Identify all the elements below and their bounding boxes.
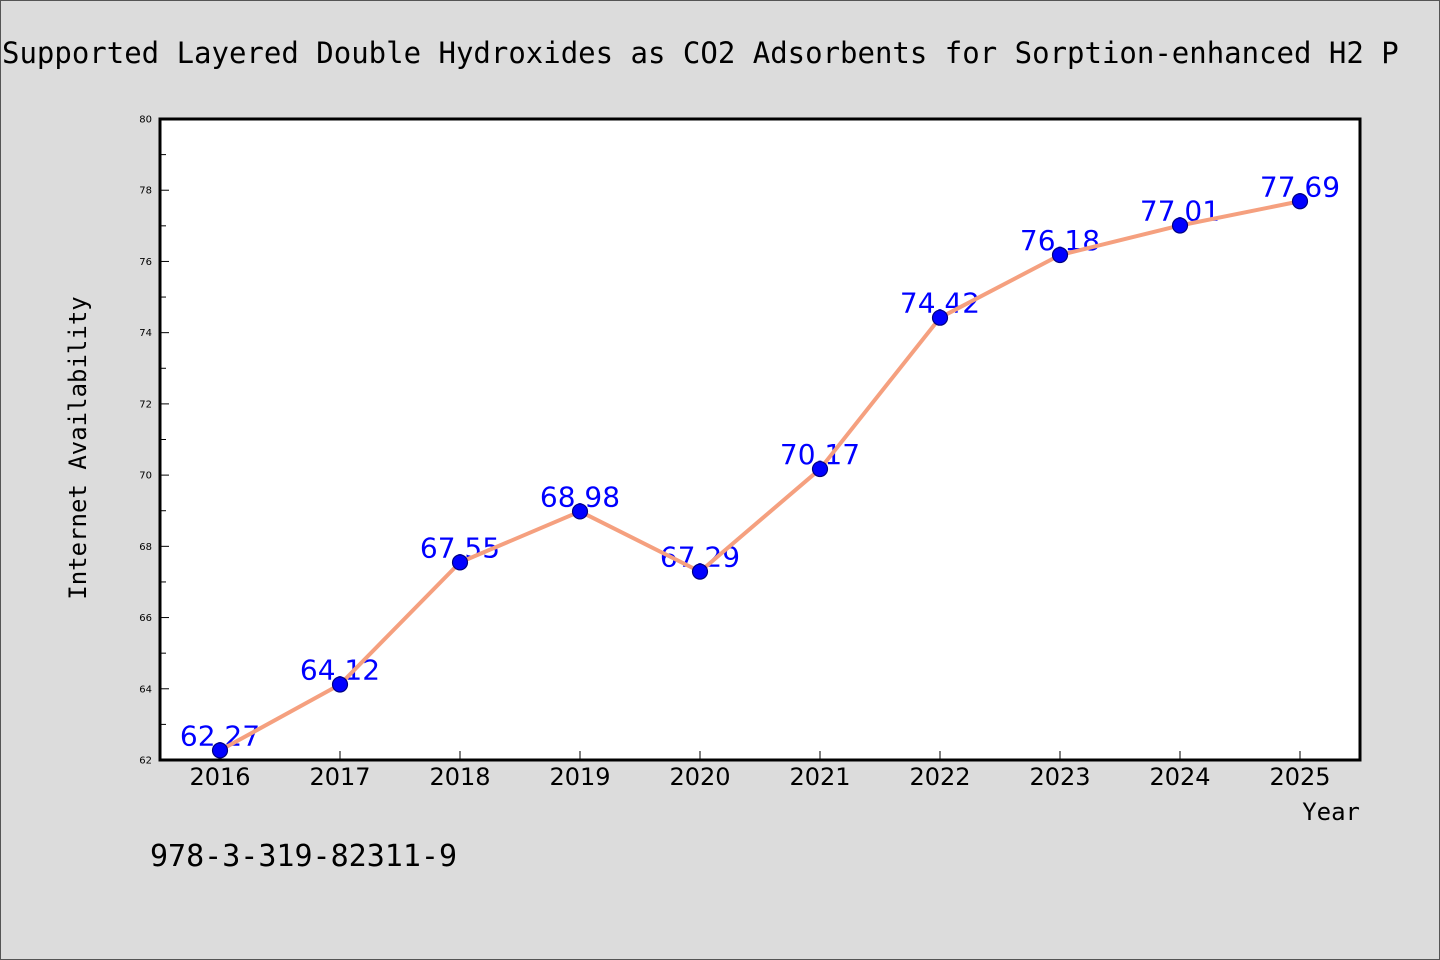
x-tick-label: 2024 bbox=[1149, 763, 1210, 791]
x-tick-label: 2020 bbox=[669, 763, 730, 791]
y-tick-label: 62 bbox=[139, 756, 152, 767]
y-tick-label: 74 bbox=[139, 328, 152, 339]
y-tick-label: 68 bbox=[139, 542, 152, 553]
data-point bbox=[931, 309, 949, 326]
data-point bbox=[211, 742, 229, 759]
y-tick-label: 72 bbox=[139, 399, 152, 410]
y-tick-label: 64 bbox=[139, 684, 152, 695]
x-tick-label: 2023 bbox=[1029, 763, 1090, 791]
chart-title: Supported Layered Double Hydroxides as C… bbox=[2, 36, 1399, 70]
data-point bbox=[1051, 246, 1069, 264]
data-point bbox=[451, 554, 469, 571]
data-point bbox=[811, 460, 829, 478]
x-tick-label: 2017 bbox=[309, 763, 370, 791]
data-point bbox=[691, 563, 709, 580]
y-tick-label: 70 bbox=[139, 471, 152, 482]
x-tick-label: 2022 bbox=[909, 763, 970, 791]
data-markers bbox=[211, 193, 1309, 759]
data-point bbox=[1291, 193, 1309, 210]
data-point bbox=[1171, 217, 1189, 234]
y-tick-label: 78 bbox=[139, 186, 152, 197]
x-axis: 2016 2017 2018 2019 2020 2021 2022 2023 2024 2025 bbox=[189, 751, 1331, 791]
series-lines bbox=[218, 199, 1302, 753]
data-point bbox=[571, 503, 589, 520]
x-tick-label: 2018 bbox=[429, 763, 490, 791]
plot-area bbox=[160, 119, 1360, 760]
series-line bbox=[218, 199, 1302, 753]
y-tick-label: 66 bbox=[139, 613, 152, 624]
isbn-annotation: 978-3-319-82311-9 bbox=[150, 839, 457, 874]
x-tick-label: 2021 bbox=[789, 763, 850, 791]
y-tick-label: 80 bbox=[139, 115, 152, 126]
y-axis-label: Internet Availability bbox=[64, 296, 92, 599]
y-tick-label: 76 bbox=[139, 257, 152, 268]
x-tick-label: 2025 bbox=[1269, 763, 1330, 791]
x-axis-label: Year bbox=[1302, 798, 1360, 826]
data-point bbox=[331, 676, 349, 693]
plot-frame bbox=[158, 117, 1362, 762]
x-tick-label: 2016 bbox=[189, 763, 250, 791]
x-tick-label: 2019 bbox=[549, 763, 610, 791]
